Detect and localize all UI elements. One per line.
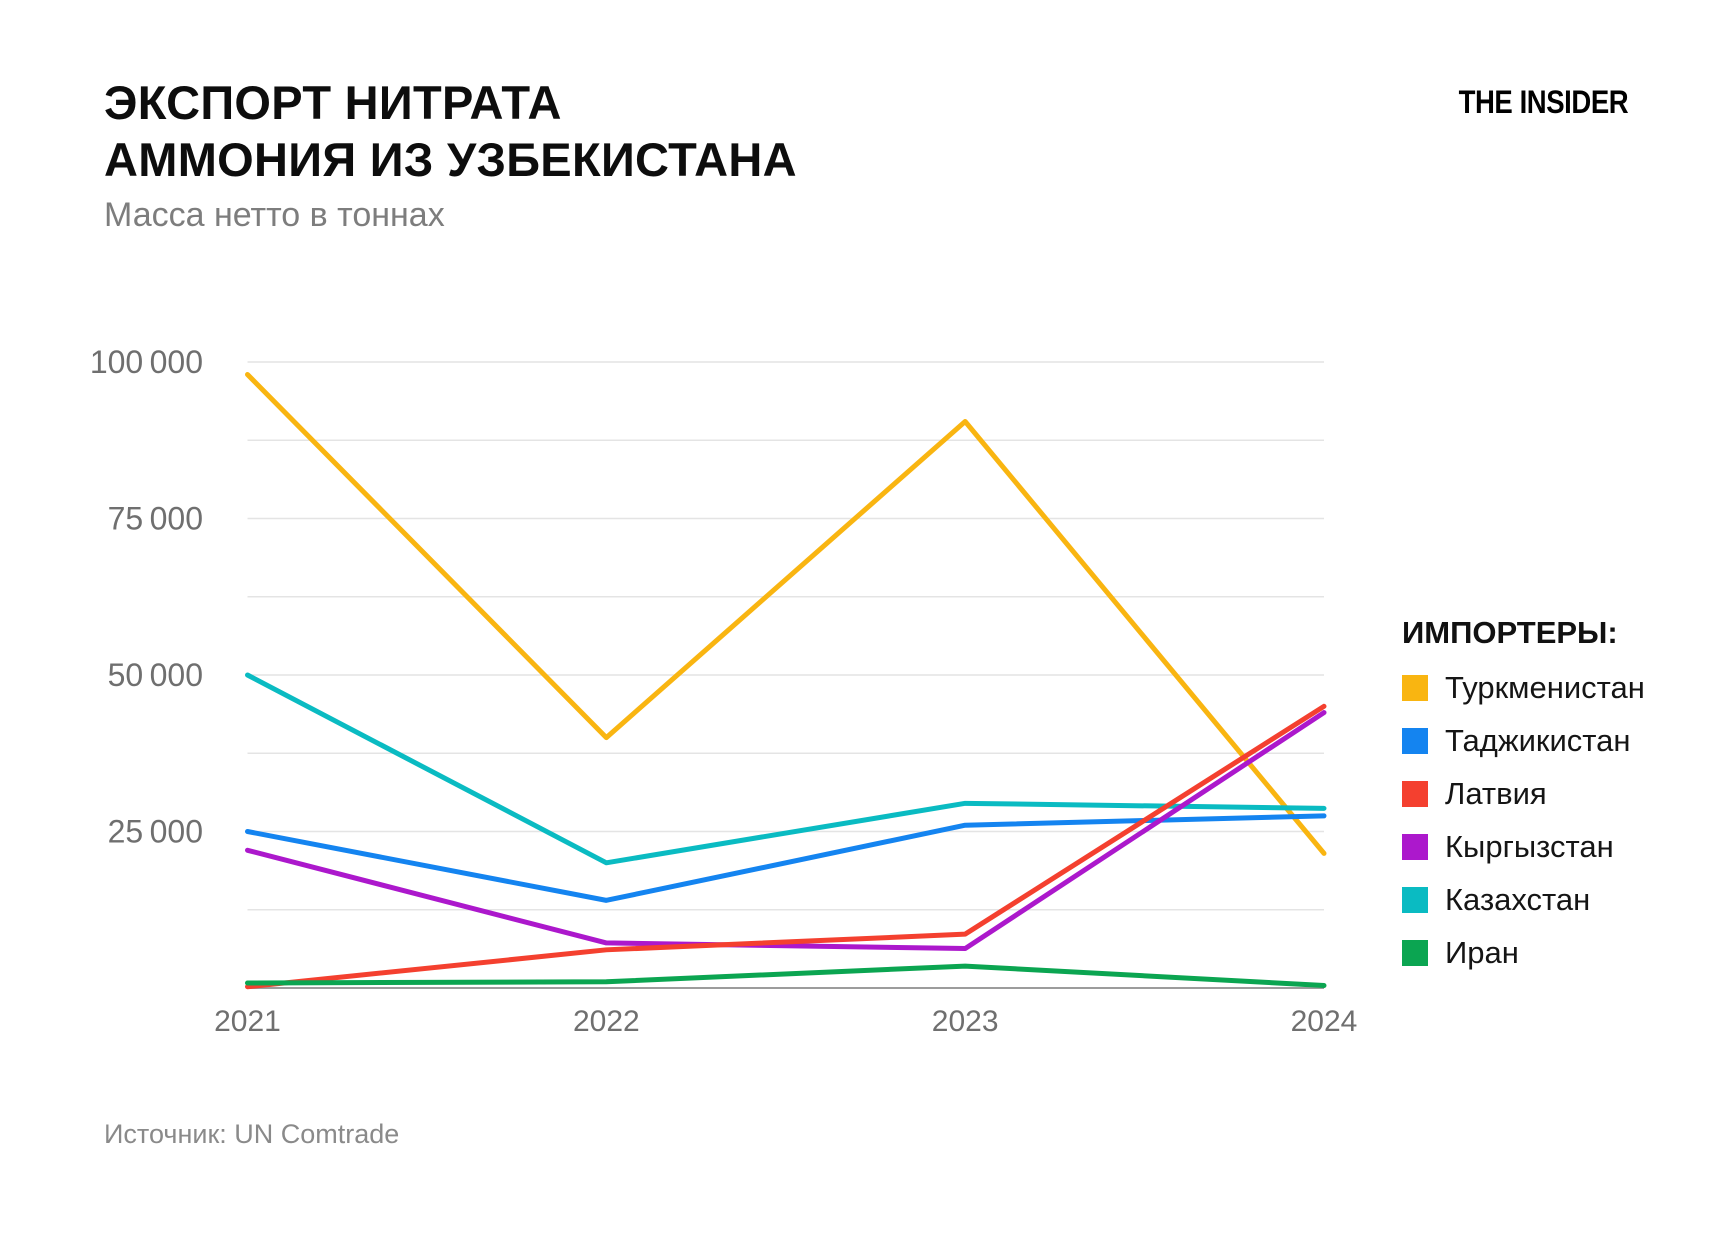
x-tick-label: 2022	[573, 1005, 640, 1038]
series-line-Туркменистан	[245, 372, 1327, 856]
legend: ИМПОРТЕРЫ: Туркменистан Таджикистан Латвия…	[1402, 615, 1645, 993]
x-axis-labels: 2021 2022 2023 2024	[214, 1005, 1357, 1038]
series-lines	[245, 372, 1327, 990]
y-tick-label: 75 000	[108, 501, 203, 537]
page-title-line1: ЭКСПОРТ НИТРАТА	[104, 76, 562, 129]
legend-item: Туркменистан	[1402, 670, 1645, 705]
y-axis-labels: 100 000 75 000 50 000 25 000	[90, 344, 203, 850]
y-tick-label: 100 000	[90, 344, 203, 380]
legend-item-label: Таджикистан	[1445, 723, 1631, 758]
series-line-Таджикистан	[245, 813, 1327, 903]
legend-item-label: Иран	[1445, 935, 1519, 970]
page-title-line2: АММОНИЯ ИЗ УЗБЕКИСТАНА	[104, 133, 797, 186]
y-tick-label: 25 000	[108, 814, 203, 850]
legend-swatch-icon	[1402, 781, 1428, 807]
legend-items: Туркменистан Таджикистан Латвия Кыргызстан К…	[1402, 670, 1645, 970]
series-line-Казахстан	[245, 672, 1327, 866]
page-title: ЭКСПОРТ НИТРАТА АММОНИЯ ИЗ УЗБЕКИСТАНА	[104, 74, 797, 188]
legend-swatch-icon	[1402, 728, 1428, 754]
legend-item-label: Кыргызстан	[1445, 829, 1614, 864]
legend-item: Иран	[1402, 935, 1645, 970]
legend-title: ИМПОРТЕРЫ:	[1402, 615, 1618, 650]
legend-swatch-icon	[1402, 834, 1428, 860]
legend-item: Таджикистан	[1402, 723, 1645, 758]
x-tick-label: 2023	[932, 1005, 999, 1038]
legend-item-label: Казахстан	[1445, 882, 1591, 917]
legend-item-label: Латвия	[1445, 776, 1547, 811]
x-tick-label: 2024	[1291, 1005, 1358, 1038]
y-tick-label: 50 000	[108, 657, 203, 693]
series-line-Латвия	[245, 703, 1327, 990]
legend-item-label: Туркменистан	[1445, 670, 1645, 705]
legend-swatch-icon	[1402, 675, 1428, 701]
chart-subtitle: Масса нетто в тоннах	[104, 196, 445, 234]
series-line-Иран	[245, 963, 1327, 988]
legend-swatch-icon	[1402, 940, 1428, 966]
legend-item: Кыргызстан	[1402, 829, 1645, 864]
legend-swatch-icon	[1402, 887, 1428, 913]
series-line-Кыргызстан	[245, 710, 1327, 952]
legend-item: Казахстан	[1402, 882, 1645, 917]
legend-item: Латвия	[1402, 776, 1645, 811]
x-tick-label: 2021	[214, 1005, 281, 1038]
the-insider-logo: THE INSIDER	[1458, 84, 1628, 120]
source-note: Источник: UN Comtrade	[104, 1119, 400, 1149]
